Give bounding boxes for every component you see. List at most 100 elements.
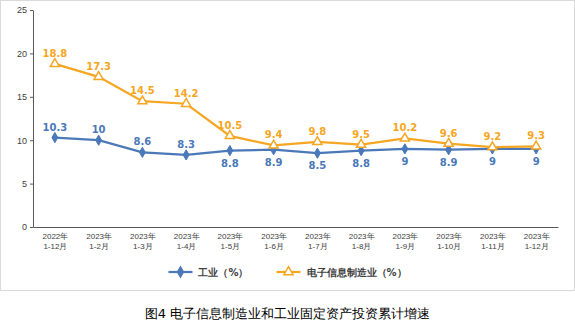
series-marker <box>139 147 145 157</box>
x-tick: 2023年1-2月 <box>86 232 112 251</box>
x-axis-line <box>34 227 559 228</box>
series-marker <box>52 132 58 142</box>
y-tick: 20 <box>17 49 33 59</box>
data-label: 10.5 <box>218 120 243 131</box>
data-label: 9.3 <box>527 130 545 141</box>
y-tick-label: 0 <box>22 222 27 232</box>
x-tick-label: 2023年1-11月 <box>480 232 506 251</box>
x-tick-label: 2023年1-3月 <box>130 232 156 251</box>
legend-label: 电子信息制造业（%） <box>307 267 407 278</box>
data-label: 9.8 <box>309 126 327 137</box>
series-marker <box>227 146 233 156</box>
legend-label: 工业（%） <box>197 267 248 278</box>
x-tick-label: 2023年1-10月 <box>436 232 462 251</box>
x-tick: 2023年1-12月 <box>524 232 550 251</box>
y-tick-label: 10 <box>17 136 27 146</box>
x-tick: 2022年1-12月 <box>42 232 68 251</box>
y-tick-label: 5 <box>22 179 27 189</box>
x-tick: 2023年1-7月 <box>305 232 331 251</box>
data-label: 8.9 <box>265 157 283 168</box>
y-tick-mark <box>30 53 33 54</box>
y-axis: 0 5 10 15 20 25 <box>17 5 34 232</box>
x-tick: 2023年1-3月 <box>130 232 156 251</box>
series-marker <box>183 150 189 160</box>
chart-frame <box>1 1 575 291</box>
y-tick: 10 <box>17 136 33 146</box>
x-tick-label: 2022年1-12月 <box>42 232 68 251</box>
data-label: 9.6 <box>440 128 458 139</box>
legend-marker <box>284 267 293 275</box>
y-tick: 5 <box>22 179 33 189</box>
x-tick-label: 2023年1-7月 <box>305 232 331 251</box>
x-tick-label: 2023年1-12月 <box>524 232 550 251</box>
chart-svg: 05101520252022年1-12月2023年1-2月2023年1-3月20… <box>0 0 575 332</box>
data-label: 9 <box>489 156 496 167</box>
x-tick: 2023年1-9月 <box>392 232 418 251</box>
data-label: 18.8 <box>43 48 68 59</box>
data-label: 8.8 <box>352 158 370 169</box>
data-label: 10.3 <box>43 122 68 133</box>
series-marker <box>225 131 234 139</box>
plot-marks <box>50 59 540 161</box>
x-tick-label: 2023年1-5月 <box>217 232 243 251</box>
data-label: 8.3 <box>177 139 195 150</box>
chart-title: 图4 电子信息制造业和工业固定资产投资累计增速 <box>145 306 430 321</box>
series-marker <box>269 140 278 148</box>
data-label: 14.5 <box>130 85 155 96</box>
x-axis: 2022年1-12月 2023年1-2月 2023年1-3月 2023年1-4月 202… <box>34 228 559 252</box>
x-tick: 2023年1-4月 <box>174 232 200 251</box>
series-marker <box>402 144 408 154</box>
data-label: 9.2 <box>484 131 502 142</box>
x-tick: 2023年1-10月 <box>436 232 462 251</box>
series-marker <box>314 148 320 158</box>
series-marker <box>96 135 102 145</box>
data-label: 8.9 <box>440 157 458 168</box>
data-label: 8.5 <box>309 160 327 171</box>
series-marker <box>313 137 322 145</box>
legend: 工业（%） 电子信息制造业（%） <box>168 267 406 278</box>
data-label: 8.6 <box>134 136 152 147</box>
series-marker <box>94 72 103 80</box>
data-label: 17.3 <box>86 61 111 72</box>
series-marker <box>357 139 366 147</box>
y-tick-label: 20 <box>17 49 27 59</box>
x-tick-label: 2023年1-6月 <box>261 232 287 251</box>
data-label: 10.2 <box>393 122 418 133</box>
data-label: 9 <box>533 156 540 167</box>
y-tick-label: 15 <box>17 92 27 102</box>
x-tick-label: 2023年1-8月 <box>349 232 375 251</box>
series-marker <box>400 133 409 141</box>
x-tick-label: 2023年1-4月 <box>174 232 200 251</box>
series-marker <box>444 138 453 146</box>
x-tick: 2023年1-11月 <box>480 232 506 251</box>
data-label: 8.8 <box>221 158 239 169</box>
y-tick: 15 <box>17 92 33 102</box>
data-label: 9 <box>401 156 408 167</box>
legend-item: 电子信息制造业（%） <box>277 267 407 278</box>
series-marker <box>488 142 497 150</box>
data-label: 10 <box>92 124 106 135</box>
data-label: 9.4 <box>265 129 283 140</box>
series-line <box>55 64 536 147</box>
y-tick: 0 <box>22 222 33 232</box>
data-labels: 10.3 10 8.6 8.3 8.8 8.9 8.5 8.8 9 8.9 9 9 18.8 17.3 14… <box>43 48 545 171</box>
data-label: 9.5 <box>352 129 370 140</box>
y-tick-mark <box>30 140 33 141</box>
series-marker <box>50 59 59 67</box>
legend-item: 工业（%） <box>168 267 248 278</box>
y-tick-mark <box>30 184 33 185</box>
data-label: 14.2 <box>174 88 199 99</box>
legend-marker <box>178 267 184 277</box>
series-marker <box>532 141 541 149</box>
y-tick-label: 25 <box>17 5 27 15</box>
x-tick-label: 2023年1-9月 <box>392 232 418 251</box>
series-line <box>55 138 536 155</box>
x-tick: 2023年1-5月 <box>217 232 243 251</box>
y-tick: 25 <box>17 5 33 15</box>
series-marker <box>182 98 191 106</box>
x-tick: 2023年1-8月 <box>349 232 375 251</box>
series-marker <box>138 96 147 104</box>
y-axis-line <box>33 11 34 228</box>
y-tick-mark <box>30 97 33 98</box>
x-tick: 2023年1-6月 <box>261 232 287 251</box>
